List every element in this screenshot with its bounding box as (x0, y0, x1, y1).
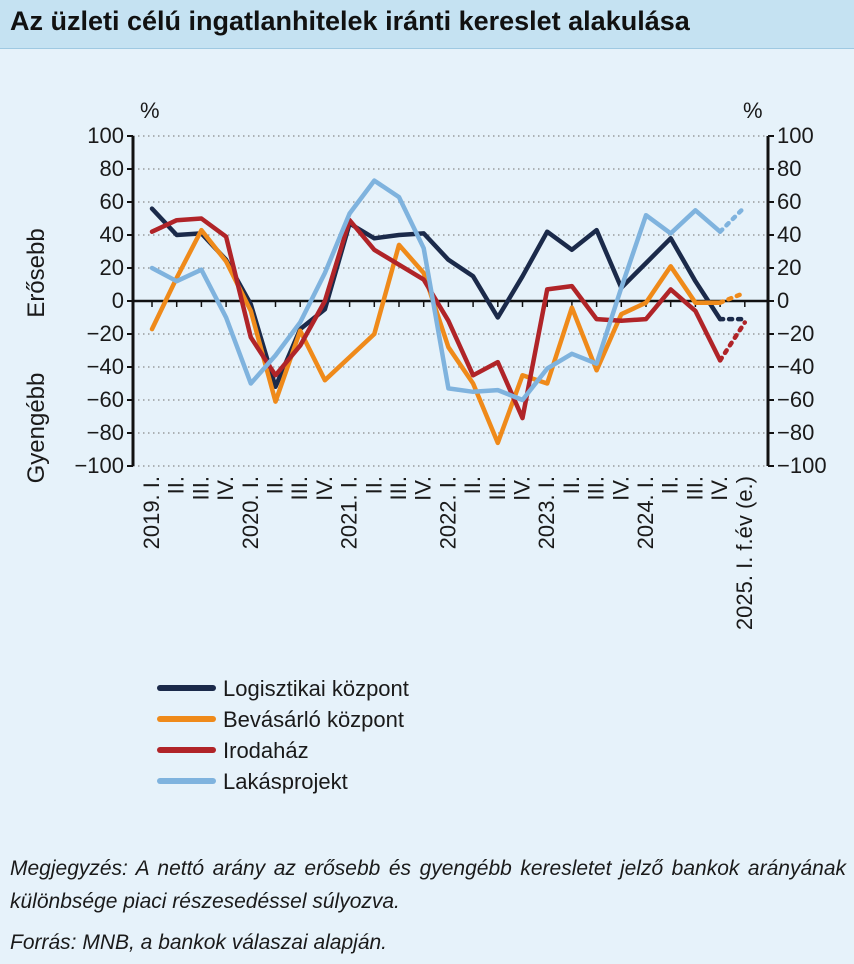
series-lines (149, 178, 748, 446)
y-tick-label: 40 (777, 222, 801, 247)
x-tick-label: 2022. I. (435, 476, 460, 549)
side-labels: Erősebb Gyengébb (23, 228, 50, 483)
x-tick-label: III. (386, 476, 411, 500)
legend-label: Irodaház (223, 738, 309, 763)
y-tick-label: 100 (87, 123, 124, 148)
y-unit-left: % (140, 98, 160, 123)
axes: %% (127, 98, 774, 467)
x-tick-label: III. (485, 476, 510, 500)
y-tick-label: −100 (777, 453, 827, 478)
source-text: Forrás: MNB, a bankok válaszai alapján. (10, 931, 388, 954)
y-tick-label: 80 (777, 156, 801, 181)
x-tick-label: II. (361, 476, 386, 494)
x-tick-label: III. (584, 476, 609, 500)
y-tick-label: 80 (100, 156, 124, 181)
x-tick-label: 2020. I. (238, 476, 263, 549)
x-tick-label: 2023. I. (534, 476, 559, 549)
series-line (149, 206, 723, 390)
x-tick-label: IV. (510, 476, 535, 501)
x-tick-label: 2019. I. (139, 476, 164, 549)
x-tick-label: II. (263, 476, 288, 494)
series-line (149, 216, 723, 421)
legend: Logisztikai központ Bevásárló központ Irod… (157, 676, 409, 794)
title-bar: Az üzleti célú ingatlanhitelek iránti ke… (0, 0, 854, 49)
legend-label: Bevásárló központ (223, 707, 404, 732)
y-tick-label: 40 (100, 222, 124, 247)
x-tick-label: II. (559, 476, 584, 494)
y-tick-label: −60 (87, 387, 124, 412)
x-tick-label: II. (658, 476, 683, 494)
series-forecast-segment (717, 320, 748, 363)
line-chart: %% 100 80 60 40 20 0 −20 −40 −60 −80 −100 100 80 60 4… (23, 98, 827, 794)
x-tick-labels: 2019. I. II. III. IV. 2020. I. II. III. IV. 2021… (139, 476, 757, 630)
y-tick-label: −20 (777, 321, 814, 346)
y-tick-labels-left: 100 80 60 40 20 0 −20 −40 −60 −80 −100 (74, 123, 124, 478)
series-forecast-segment (717, 290, 748, 305)
y-tick-label: −80 (87, 420, 124, 445)
y-tick-label: −40 (87, 354, 124, 379)
y-tick-label: 0 (777, 288, 789, 313)
y-tick-label: 0 (112, 288, 124, 313)
series-line (149, 178, 723, 403)
x-tick-label: IV. (707, 476, 732, 501)
x-tick-label: IV. (312, 476, 337, 501)
y-tick-label: −60 (777, 387, 814, 412)
side-label-stronger: Erősebb (23, 228, 50, 317)
note-text: Megjegyzés: A nettó arány az erősebb és … (10, 857, 846, 913)
x-tick-label: III. (682, 476, 707, 500)
y-tick-label: −80 (777, 420, 814, 445)
y-tick-label: −100 (74, 453, 124, 478)
y-unit-right: % (743, 98, 763, 123)
y-tick-label: 60 (100, 189, 124, 214)
y-tick-label: −20 (87, 321, 124, 346)
legend-label: Lakásprojekt (223, 769, 348, 794)
x-tick-label: II. (164, 476, 189, 494)
y-tick-label: 20 (100, 255, 124, 280)
legend-label: Logisztikai központ (223, 676, 409, 701)
y-tick-label: 100 (777, 123, 814, 148)
y-tick-label: 20 (777, 255, 801, 280)
x-tick-label: III. (287, 476, 312, 500)
y-tick-labels-right: 100 80 60 40 20 0 −20 −40 −60 −80 −100 (777, 123, 827, 478)
x-tick-label: 2024. I. (633, 476, 658, 549)
x-tick-label: 2021. I. (337, 476, 362, 549)
x-tick-label: IV. (213, 476, 238, 501)
gridlines (133, 135, 768, 467)
x-tick-label: IV. (411, 476, 436, 501)
series-forecast-segment (717, 204, 748, 234)
x-tick-label: II. (460, 476, 485, 494)
x-tick-label: IV. (608, 476, 633, 501)
y-tick-label: 60 (777, 189, 801, 214)
x-tick-label: III. (188, 476, 213, 500)
series-line (149, 227, 723, 446)
x-tick-label: 2025. I. f.év (e.) (732, 476, 757, 630)
side-label-weaker: Gyengébb (23, 373, 50, 484)
chart-title: Az üzleti célú ingatlanhitelek iránti ke… (10, 6, 690, 36)
y-tick-label: −40 (777, 354, 814, 379)
